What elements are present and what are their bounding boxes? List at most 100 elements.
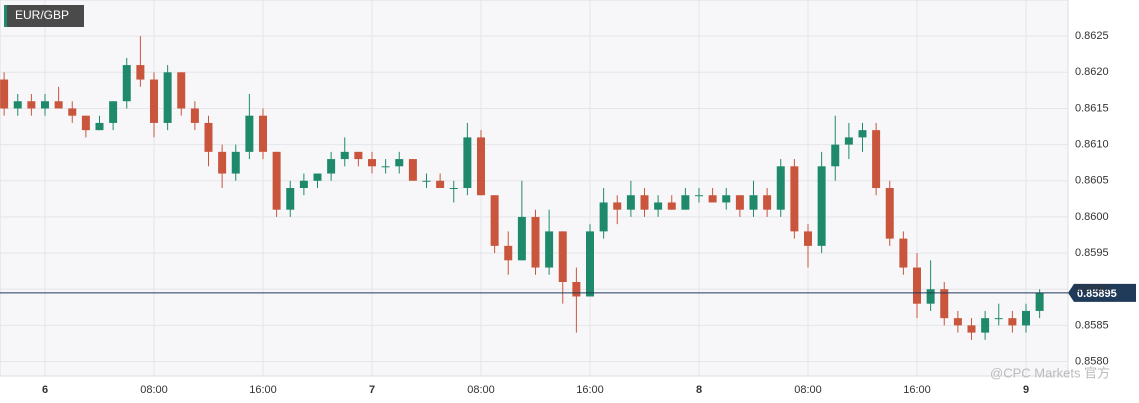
- candle-body: [54, 101, 63, 109]
- candle-body: [817, 166, 826, 246]
- candle-body: [858, 130, 867, 138]
- candle-body: [0, 79, 9, 109]
- x-tick-label: 16:00: [903, 384, 931, 396]
- candle-body: [926, 289, 935, 304]
- candle-body: [81, 115, 90, 131]
- candle-body: [899, 238, 908, 268]
- candle-body: [190, 108, 199, 123]
- candle-body: [381, 166, 390, 168]
- candle-body: [259, 115, 267, 152]
- candle-body: [41, 101, 49, 109]
- x-tick-label: 6: [42, 384, 48, 396]
- candle-body: [517, 216, 526, 261]
- candle-body: [340, 151, 349, 160]
- candle-body: [967, 325, 976, 333]
- y-tick-label: 0.8600: [1075, 211, 1109, 223]
- candle-body: [245, 115, 254, 152]
- candle-body: [940, 289, 949, 319]
- candle-body: [272, 151, 281, 210]
- candle-body: [749, 195, 758, 210]
- candle-body: [640, 195, 649, 210]
- candle-body: [708, 195, 717, 203]
- candle-body: [163, 72, 172, 123]
- candle-body: [136, 65, 145, 80]
- candle-body: [408, 159, 417, 181]
- candle-body: [368, 159, 376, 167]
- candle-body: [490, 195, 499, 246]
- x-tick-label: 8: [696, 384, 702, 396]
- candle-body: [613, 202, 622, 210]
- candles: [0, 36, 1044, 340]
- x-tick-label: 7: [369, 384, 375, 396]
- last-price-box: [1068, 283, 1136, 302]
- candle-body: [1008, 318, 1017, 326]
- candle-body: [831, 144, 840, 167]
- candle-body: [531, 216, 540, 268]
- candle-body: [327, 159, 336, 174]
- candle-body: [545, 231, 554, 268]
- candle-body: [477, 137, 485, 196]
- candle-body: [122, 65, 131, 102]
- candle-body: [572, 282, 581, 297]
- candle-body: [436, 180, 445, 188]
- candle-body: [763, 195, 772, 210]
- plot-area: [0, 0, 1069, 377]
- candle-body: [422, 180, 431, 182]
- candle-body: [13, 101, 22, 109]
- y-tick-label: 0.8590: [1075, 283, 1109, 295]
- x-tick-label: 16:00: [249, 384, 277, 396]
- title-accent: [4, 5, 7, 27]
- y-tick-label: 0.8615: [1075, 102, 1109, 114]
- last-price-label: 0.85895: [1077, 288, 1117, 300]
- candle-body: [599, 202, 608, 232]
- candle-body: [177, 72, 186, 109]
- candle-body: [735, 195, 744, 210]
- y-tick-label: 0.8580: [1075, 355, 1109, 367]
- candle-body: [790, 166, 799, 232]
- candle-body: [204, 122, 213, 152]
- candle-body: [299, 180, 308, 188]
- candle-body: [27, 101, 36, 109]
- candle-body: [695, 195, 703, 197]
- candle-body: [586, 231, 594, 297]
- candle-body: [872, 130, 881, 188]
- x-tick-label: 08:00: [140, 384, 168, 396]
- candle-body: [804, 231, 812, 246]
- x-tick-label: 08:00: [794, 384, 822, 396]
- x-tick-label: 08:00: [467, 384, 495, 396]
- candle-body: [722, 195, 731, 203]
- title-box: [4, 5, 84, 27]
- watermark: @CPC Markets 官方: [990, 365, 1110, 380]
- y-tick-label: 0.8610: [1075, 139, 1109, 151]
- candle-body: [681, 195, 690, 210]
- candle-body: [885, 188, 894, 239]
- candle-body: [395, 159, 404, 167]
- candle-body: [68, 108, 77, 116]
- candle-body: [95, 122, 104, 131]
- candle-body: [109, 101, 118, 123]
- candle-body: [844, 137, 853, 145]
- candle-body: [626, 195, 635, 210]
- candle-body: [654, 202, 663, 210]
- candle-body: [558, 231, 567, 282]
- y-tick-label: 0.8620: [1075, 66, 1109, 78]
- candle-body: [231, 151, 240, 174]
- y-tick-label: 0.8605: [1075, 175, 1109, 187]
- y-tick-label: 0.8625: [1075, 30, 1109, 42]
- candle-body: [150, 79, 158, 123]
- candle-body: [913, 267, 921, 304]
- chart-title: EUR/GBP: [15, 8, 69, 22]
- candle-body: [354, 151, 363, 160]
- candle-body: [667, 202, 676, 210]
- overlay: 0.85895: [0, 283, 1136, 302]
- candle-body: [953, 318, 962, 326]
- candle-body: [504, 245, 513, 261]
- candle-body: [994, 318, 1003, 320]
- candle-body: [218, 151, 227, 174]
- candle-body: [463, 137, 472, 188]
- candle-body: [286, 188, 295, 210]
- candle-body: [449, 188, 458, 189]
- candle-body: [1035, 292, 1044, 311]
- x-tick-label: 16:00: [576, 384, 604, 396]
